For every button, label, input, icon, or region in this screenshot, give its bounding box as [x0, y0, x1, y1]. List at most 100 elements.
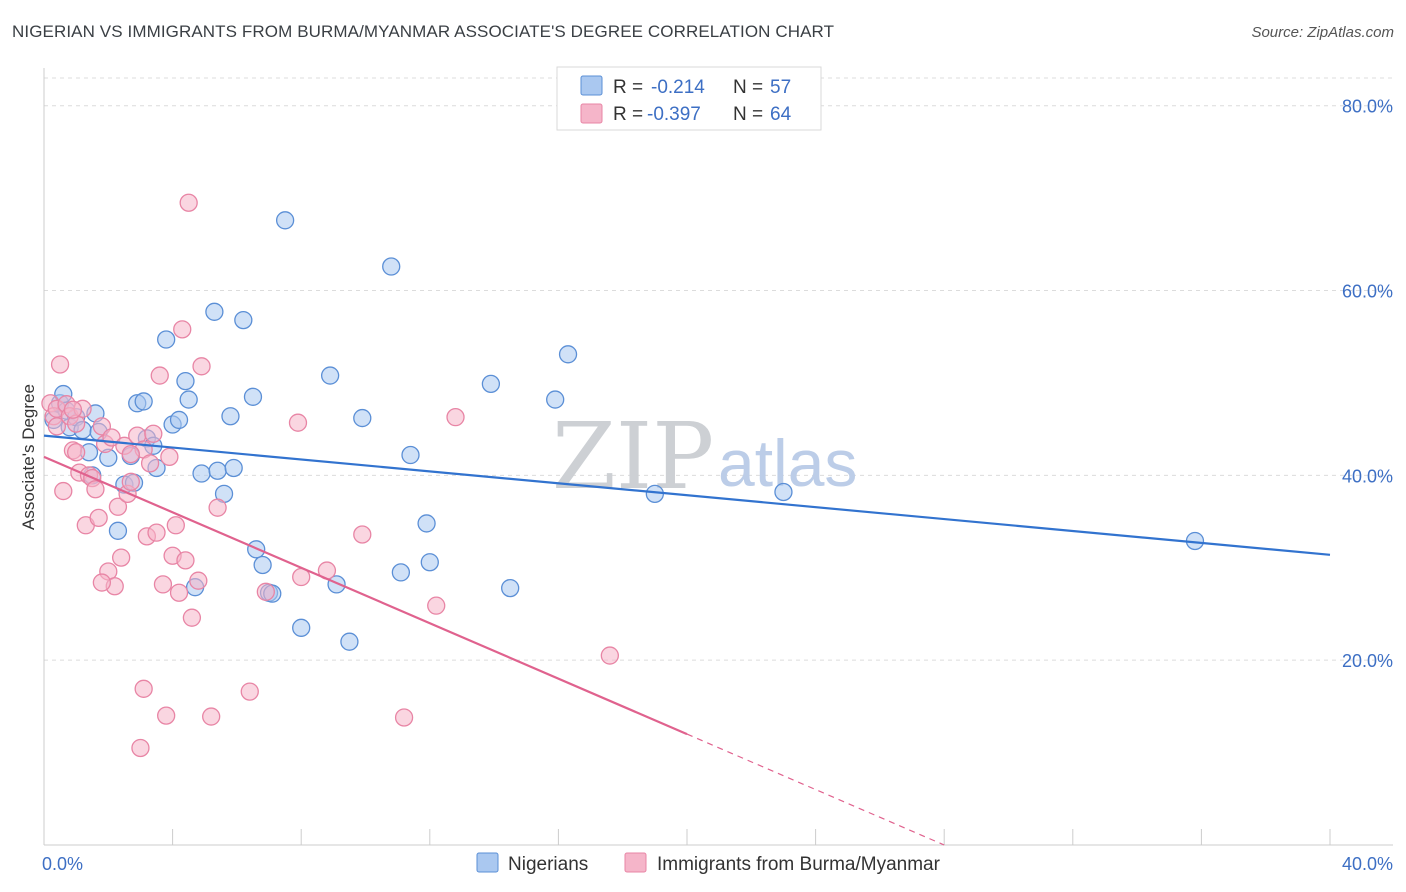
y-tick-label: 40.0% [1342, 466, 1393, 486]
data-point [131, 738, 150, 758]
data-point [176, 371, 195, 391]
bottom-legend-swatch-burma [624, 852, 647, 873]
data-point [353, 408, 372, 428]
data-point [134, 392, 153, 411]
chart-title: NIGERIAN VS IMMIGRANTS FROM BURMA/MYANMA… [12, 22, 835, 41]
bottom-legend-label-burma: Immigrants from Burma/Myanmar [657, 854, 941, 875]
legend-r-label-2: R = [613, 104, 643, 125]
data-point [108, 521, 128, 540]
data-point [501, 578, 520, 598]
trend-layer [43, 434, 1331, 846]
data-point [391, 563, 411, 582]
watermark: ZIP atlas [552, 403, 857, 510]
data-point [243, 387, 263, 406]
data-point [112, 548, 131, 567]
data-point [394, 708, 414, 727]
chart-source: Source: ZipAtlas.com [1251, 24, 1394, 41]
data-point [89, 508, 108, 528]
data-point [121, 472, 140, 491]
data-point [54, 481, 73, 501]
x-tick-label-min: 0.0% [42, 854, 83, 874]
data-point [47, 417, 67, 436]
legend-swatch-nigerians [580, 75, 603, 96]
data-point [121, 444, 140, 464]
data-point [63, 400, 83, 419]
data-point [240, 682, 259, 701]
data-point [192, 357, 211, 376]
legend-r-value-2: -0.397 [647, 104, 701, 125]
grid-layer [44, 77, 1393, 661]
data-point [134, 679, 153, 698]
data-point [481, 374, 501, 394]
data-point [157, 330, 176, 349]
data-point [169, 410, 189, 430]
legend-swatch-burma [580, 103, 603, 124]
data-point [182, 608, 202, 627]
x-tick-labels: 0.0% 40.0% [42, 854, 1393, 874]
data-point [92, 573, 112, 592]
data-point [420, 553, 439, 572]
data-point [67, 443, 86, 462]
y-axis-label: Associate's Degree [19, 384, 38, 530]
data-point [600, 646, 619, 665]
data-point [353, 525, 372, 544]
data-point [166, 516, 185, 535]
bottom-legend-swatch-nigerians [476, 852, 499, 873]
data-point [382, 257, 401, 276]
data-point [160, 447, 179, 467]
data-point [401, 445, 420, 465]
data-point [446, 407, 465, 427]
data-point [292, 618, 311, 637]
legend-r-value-1: -0.214 [651, 77, 705, 98]
data-point [558, 345, 578, 364]
data-point [169, 583, 189, 602]
data-point [176, 551, 195, 570]
data-point [320, 366, 340, 385]
data-point [157, 706, 176, 725]
watermark-zip: ZIP [552, 403, 714, 510]
x-tick-label-max: 40.0% [1342, 854, 1393, 874]
data-point [288, 413, 308, 432]
data-point [147, 523, 166, 542]
data-point [150, 366, 169, 385]
legend-n-label-2: N = [733, 104, 763, 125]
data-point [340, 632, 359, 651]
data-point [144, 424, 163, 443]
data-point [86, 480, 105, 499]
data-point [205, 302, 224, 321]
data-point [253, 555, 272, 575]
data-point [208, 498, 227, 517]
trend-line-extension-burma [686, 733, 945, 846]
data-point [208, 461, 227, 480]
data-point [275, 211, 295, 230]
data-point [256, 582, 275, 601]
top-legend: R = -0.214 N = 57 R = -0.397 N = 64 [556, 66, 822, 131]
trend-line-burma [43, 455, 688, 736]
data-point [202, 707, 221, 726]
data-point [546, 390, 565, 409]
y-tick-labels: 20.0% 40.0% 60.0% 80.0% [1342, 97, 1393, 671]
data-point [140, 454, 160, 473]
data-point [774, 482, 793, 502]
data-point [427, 596, 446, 615]
data-point [50, 355, 70, 374]
data-point [234, 310, 253, 330]
data-point [224, 458, 243, 478]
data-point [173, 320, 192, 339]
bottom-legend: Nigerians Immigrants from Burma/Myanmar [476, 852, 941, 875]
legend-n-value-2: 64 [770, 104, 792, 125]
legend-n-value-1: 57 [770, 77, 791, 98]
data-point [221, 407, 240, 426]
series-burma [41, 193, 619, 758]
legend-r-label-1: R = [613, 77, 643, 98]
y-tick-label: 60.0% [1342, 282, 1393, 302]
data-point [108, 497, 128, 516]
data-point [192, 464, 211, 483]
y-tick-label: 80.0% [1342, 97, 1393, 117]
y-tick-label: 20.0% [1342, 651, 1393, 671]
axis-layer [43, 68, 1393, 846]
bottom-legend-label-nigerians: Nigerians [508, 854, 588, 875]
legend-n-label-1: N = [733, 77, 763, 98]
trend-line-nigerians [43, 434, 1331, 556]
